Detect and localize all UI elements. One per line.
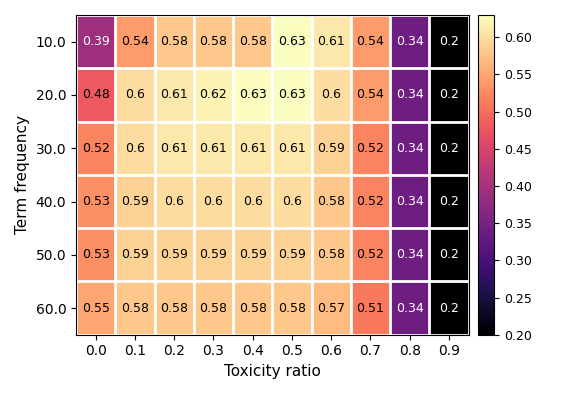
Text: 0.61: 0.61 bbox=[318, 35, 345, 48]
Text: 0.58: 0.58 bbox=[200, 301, 227, 314]
Text: 0.34: 0.34 bbox=[396, 88, 424, 101]
Text: 0.34: 0.34 bbox=[396, 142, 424, 155]
Text: 0.58: 0.58 bbox=[317, 195, 345, 208]
Text: 0.59: 0.59 bbox=[318, 142, 345, 155]
Text: 0.58: 0.58 bbox=[200, 35, 227, 48]
Text: 0.62: 0.62 bbox=[200, 88, 227, 101]
Text: 0.63: 0.63 bbox=[278, 88, 306, 101]
Text: 0.2: 0.2 bbox=[439, 301, 459, 314]
Text: 0.59: 0.59 bbox=[121, 248, 149, 261]
Text: 0.6: 0.6 bbox=[282, 195, 302, 208]
Text: 0.61: 0.61 bbox=[160, 88, 188, 101]
Text: 0.58: 0.58 bbox=[239, 301, 267, 314]
Text: 0.39: 0.39 bbox=[82, 35, 109, 48]
Text: 0.2: 0.2 bbox=[439, 35, 459, 48]
Text: 0.63: 0.63 bbox=[239, 88, 267, 101]
Text: 0.59: 0.59 bbox=[160, 248, 188, 261]
Text: 0.59: 0.59 bbox=[121, 195, 149, 208]
Text: 0.58: 0.58 bbox=[160, 301, 188, 314]
Text: 0.57: 0.57 bbox=[317, 301, 345, 314]
Text: 0.53: 0.53 bbox=[82, 195, 109, 208]
Text: 0.52: 0.52 bbox=[356, 195, 385, 208]
Text: 0.2: 0.2 bbox=[439, 88, 459, 101]
Text: 0.54: 0.54 bbox=[356, 35, 385, 48]
Text: 0.6: 0.6 bbox=[321, 88, 341, 101]
Text: 0.6: 0.6 bbox=[125, 142, 145, 155]
Text: 0.61: 0.61 bbox=[200, 142, 227, 155]
Text: 0.58: 0.58 bbox=[121, 301, 149, 314]
Text: 0.58: 0.58 bbox=[239, 35, 267, 48]
Text: 0.61: 0.61 bbox=[160, 142, 188, 155]
Text: 0.63: 0.63 bbox=[278, 35, 306, 48]
Text: 0.59: 0.59 bbox=[200, 248, 227, 261]
Text: 0.6: 0.6 bbox=[243, 195, 263, 208]
Text: 0.51: 0.51 bbox=[356, 301, 385, 314]
Text: 0.61: 0.61 bbox=[278, 142, 306, 155]
Text: 0.6: 0.6 bbox=[204, 195, 223, 208]
X-axis label: Toxicity ratio: Toxicity ratio bbox=[224, 364, 321, 379]
Text: 0.58: 0.58 bbox=[278, 301, 306, 314]
Text: 0.34: 0.34 bbox=[396, 248, 424, 261]
Text: 0.52: 0.52 bbox=[356, 142, 385, 155]
Text: 0.34: 0.34 bbox=[396, 195, 424, 208]
Text: 0.52: 0.52 bbox=[356, 248, 385, 261]
Text: 0.2: 0.2 bbox=[439, 142, 459, 155]
Text: 0.58: 0.58 bbox=[317, 248, 345, 261]
Text: 0.2: 0.2 bbox=[439, 195, 459, 208]
Text: 0.59: 0.59 bbox=[278, 248, 306, 261]
Text: 0.34: 0.34 bbox=[396, 301, 424, 314]
Text: 0.6: 0.6 bbox=[164, 195, 184, 208]
Y-axis label: Term frequency: Term frequency bbox=[15, 115, 30, 234]
Text: 0.2: 0.2 bbox=[439, 248, 459, 261]
Text: 0.59: 0.59 bbox=[239, 248, 267, 261]
Text: 0.52: 0.52 bbox=[82, 142, 109, 155]
Text: 0.6: 0.6 bbox=[125, 88, 145, 101]
Text: 0.53: 0.53 bbox=[82, 248, 109, 261]
Text: 0.48: 0.48 bbox=[82, 88, 109, 101]
Text: 0.54: 0.54 bbox=[121, 35, 149, 48]
Text: 0.61: 0.61 bbox=[239, 142, 267, 155]
Text: 0.58: 0.58 bbox=[160, 35, 188, 48]
Text: 0.55: 0.55 bbox=[82, 301, 109, 314]
Text: 0.34: 0.34 bbox=[396, 35, 424, 48]
Text: 0.54: 0.54 bbox=[356, 88, 385, 101]
